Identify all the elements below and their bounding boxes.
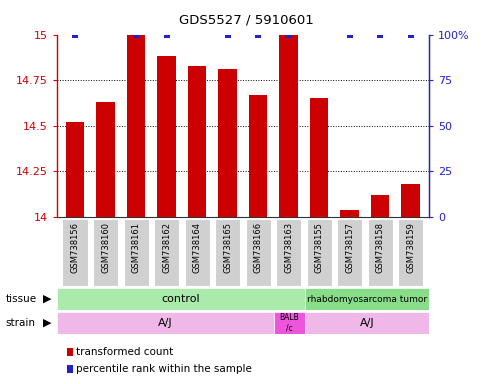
Bar xyxy=(63,219,88,286)
Text: GSM738162: GSM738162 xyxy=(162,222,171,273)
Text: GSM738163: GSM738163 xyxy=(284,222,293,273)
Bar xyxy=(188,66,206,217)
Bar xyxy=(305,312,429,334)
Text: GSM738159: GSM738159 xyxy=(406,222,415,273)
Bar xyxy=(218,69,237,217)
Text: GSM738156: GSM738156 xyxy=(70,222,79,273)
Text: ▶: ▶ xyxy=(42,294,51,304)
Text: transformed count: transformed count xyxy=(76,347,174,357)
Bar xyxy=(154,219,179,286)
Text: GSM738164: GSM738164 xyxy=(193,222,202,273)
Text: GSM738155: GSM738155 xyxy=(315,222,323,273)
Bar xyxy=(124,219,148,286)
Bar xyxy=(215,219,240,286)
Text: control: control xyxy=(161,294,200,304)
Bar xyxy=(310,98,328,217)
Bar xyxy=(246,219,271,286)
Text: tissue: tissue xyxy=(6,294,37,304)
Bar xyxy=(93,219,118,286)
Text: A/J: A/J xyxy=(359,318,374,328)
Text: ▶: ▶ xyxy=(42,318,51,328)
Bar xyxy=(276,219,301,286)
Text: strain: strain xyxy=(6,318,36,328)
Text: GSM738160: GSM738160 xyxy=(101,222,110,273)
Bar xyxy=(66,122,84,217)
Bar xyxy=(401,184,420,217)
Bar xyxy=(249,95,267,217)
Bar xyxy=(274,312,305,334)
Text: A/J: A/J xyxy=(158,318,173,328)
Text: GSM738165: GSM738165 xyxy=(223,222,232,273)
Bar xyxy=(305,288,429,310)
Bar xyxy=(280,35,298,217)
Bar xyxy=(341,210,359,217)
Text: rhabdomyosarcoma tumor: rhabdomyosarcoma tumor xyxy=(307,295,427,304)
Text: GSM738161: GSM738161 xyxy=(132,222,141,273)
Bar xyxy=(57,288,305,310)
Text: GSM738157: GSM738157 xyxy=(345,222,354,273)
Text: GSM738158: GSM738158 xyxy=(376,222,385,273)
Bar xyxy=(398,219,423,286)
Text: GSM738166: GSM738166 xyxy=(253,222,263,273)
Text: percentile rank within the sample: percentile rank within the sample xyxy=(76,364,252,374)
Bar xyxy=(371,195,389,217)
Text: BALB
/c: BALB /c xyxy=(280,313,299,333)
Bar xyxy=(96,102,115,217)
Bar xyxy=(57,312,274,334)
Bar xyxy=(127,35,145,217)
Bar xyxy=(368,219,392,286)
Bar xyxy=(184,219,210,286)
Bar xyxy=(307,219,332,286)
Bar xyxy=(157,56,176,217)
Text: GDS5527 / 5910601: GDS5527 / 5910601 xyxy=(179,13,314,26)
Bar xyxy=(337,219,362,286)
